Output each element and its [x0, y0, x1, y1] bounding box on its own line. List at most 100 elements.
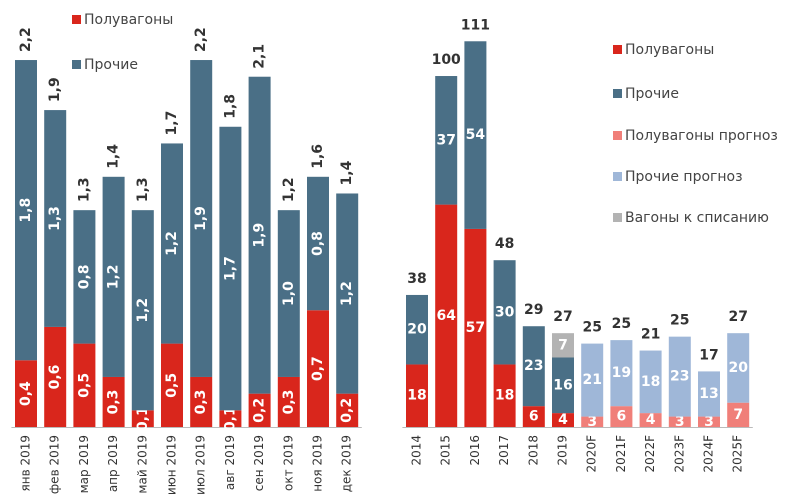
x-tick-label: июл 2019: [194, 435, 208, 495]
x-tick-label: 2019: [556, 435, 570, 466]
bar-segment: [15, 360, 37, 427]
total-label: 48: [495, 236, 514, 252]
bar-segment: [336, 193, 359, 394]
segment-label: 16: [553, 377, 572, 393]
bar-segment: [277, 376, 300, 427]
total-label: 1,3: [76, 177, 92, 202]
bar-segment: [277, 210, 300, 377]
segment-label: 0,8: [76, 264, 92, 289]
bar-segment: [493, 260, 516, 365]
segment-label: 0,3: [106, 390, 122, 415]
total-label: 25: [582, 320, 601, 336]
legend-swatch: [72, 60, 81, 69]
segment-label: 7: [558, 337, 568, 353]
segment-label: 37: [436, 132, 455, 148]
segment-label: 4: [646, 412, 656, 428]
total-label: 1,9: [47, 77, 63, 102]
legend-label: Вагоны к списанию: [625, 210, 769, 226]
x-tick-label: 2014: [410, 435, 424, 466]
total-label: 21: [641, 327, 660, 343]
bar-segment: [552, 357, 574, 414]
bar-segment: [190, 376, 213, 427]
bar-segment: [102, 376, 125, 427]
segment-label: 20: [407, 322, 427, 338]
segment-label: 18: [641, 374, 660, 390]
legend-swatch: [613, 89, 622, 98]
bar-segment: [406, 294, 428, 365]
bar-segment: [727, 402, 750, 427]
x-tick-label: 2018: [526, 435, 540, 466]
segment-label: 3: [587, 414, 597, 430]
total-label: 2,2: [193, 27, 209, 52]
bar-segment: [336, 393, 359, 427]
bar-segment: [435, 204, 458, 427]
bar-segment: [307, 176, 329, 311]
bar-segment: [219, 410, 242, 427]
bar-segment: [639, 350, 662, 414]
bar-segment: [131, 210, 154, 411]
bar-segment: [219, 126, 242, 411]
segment-label: 3: [704, 414, 714, 430]
bar-segment: [248, 76, 271, 394]
segment-label: 54: [466, 127, 486, 143]
x-tick-label: дек 2019: [340, 435, 354, 492]
legend-swatch: [613, 213, 622, 222]
bar-segment: [435, 76, 458, 205]
segment-label: 0,8: [310, 231, 326, 256]
legend-swatch: [613, 172, 622, 181]
segment-label: 3: [675, 414, 685, 430]
segment-label: 0,3: [281, 390, 297, 415]
segment-label: 1,9: [193, 206, 209, 231]
segment-label: 23: [524, 358, 543, 374]
segment-label: 57: [466, 320, 485, 336]
total-label: 25: [670, 313, 689, 329]
segment-label: 1,8: [18, 198, 34, 223]
total-label: 1,6: [310, 144, 326, 169]
bar-segment: [698, 371, 720, 417]
segment-label: 1,7: [222, 256, 238, 281]
segment-label: 30: [495, 304, 515, 320]
bar-segment: [610, 406, 633, 427]
segment-label: 0,7: [310, 356, 326, 381]
bar-segment: [464, 228, 487, 427]
bar-segment: [161, 143, 183, 344]
segment-label: 1,2: [135, 298, 151, 323]
bar-segment: [102, 176, 125, 377]
bar-segment: [668, 416, 691, 427]
total-label: 2,2: [18, 27, 34, 52]
total-label: 111: [461, 17, 490, 33]
bar-segment: [73, 343, 96, 427]
segment-label: 0,1: [135, 406, 151, 431]
x-tick-label: мар 2019: [77, 435, 91, 493]
segment-label: 21: [582, 372, 601, 388]
x-tick-label: 2025F: [731, 435, 745, 473]
x-tick-label: 2022F: [643, 435, 657, 473]
legend-label: Полувагоны: [84, 12, 173, 28]
segment-label: 0,4: [18, 381, 34, 406]
x-tick-label: янв 2019: [19, 435, 33, 492]
legend-swatch: [613, 131, 622, 140]
segment-label: 0,3: [193, 390, 209, 415]
segment-label: 1,2: [339, 281, 355, 306]
x-tick-label: 2020F: [585, 435, 599, 473]
x-tick-label: июн 2019: [165, 435, 179, 495]
bar-segment: [581, 343, 604, 417]
x-tick-label: 2021F: [614, 435, 628, 473]
bar-segment: [552, 333, 574, 358]
segment-label: 64: [436, 308, 456, 324]
bar-segment: [44, 326, 67, 427]
bar-segment: [552, 413, 574, 427]
total-label: 27: [553, 309, 572, 325]
segment-label: 0,6: [47, 365, 63, 390]
bar-segment: [15, 60, 37, 361]
segment-label: 18: [495, 388, 514, 404]
total-label: 2,1: [252, 44, 268, 69]
segment-label: 1,2: [164, 231, 180, 256]
legend-label: Прочие: [84, 57, 138, 73]
total-label: 1,7: [164, 111, 180, 136]
segment-label: 0,2: [252, 398, 268, 423]
total-label: 27: [728, 309, 747, 325]
bar-segment: [131, 410, 154, 427]
total-label: 100: [432, 52, 461, 68]
